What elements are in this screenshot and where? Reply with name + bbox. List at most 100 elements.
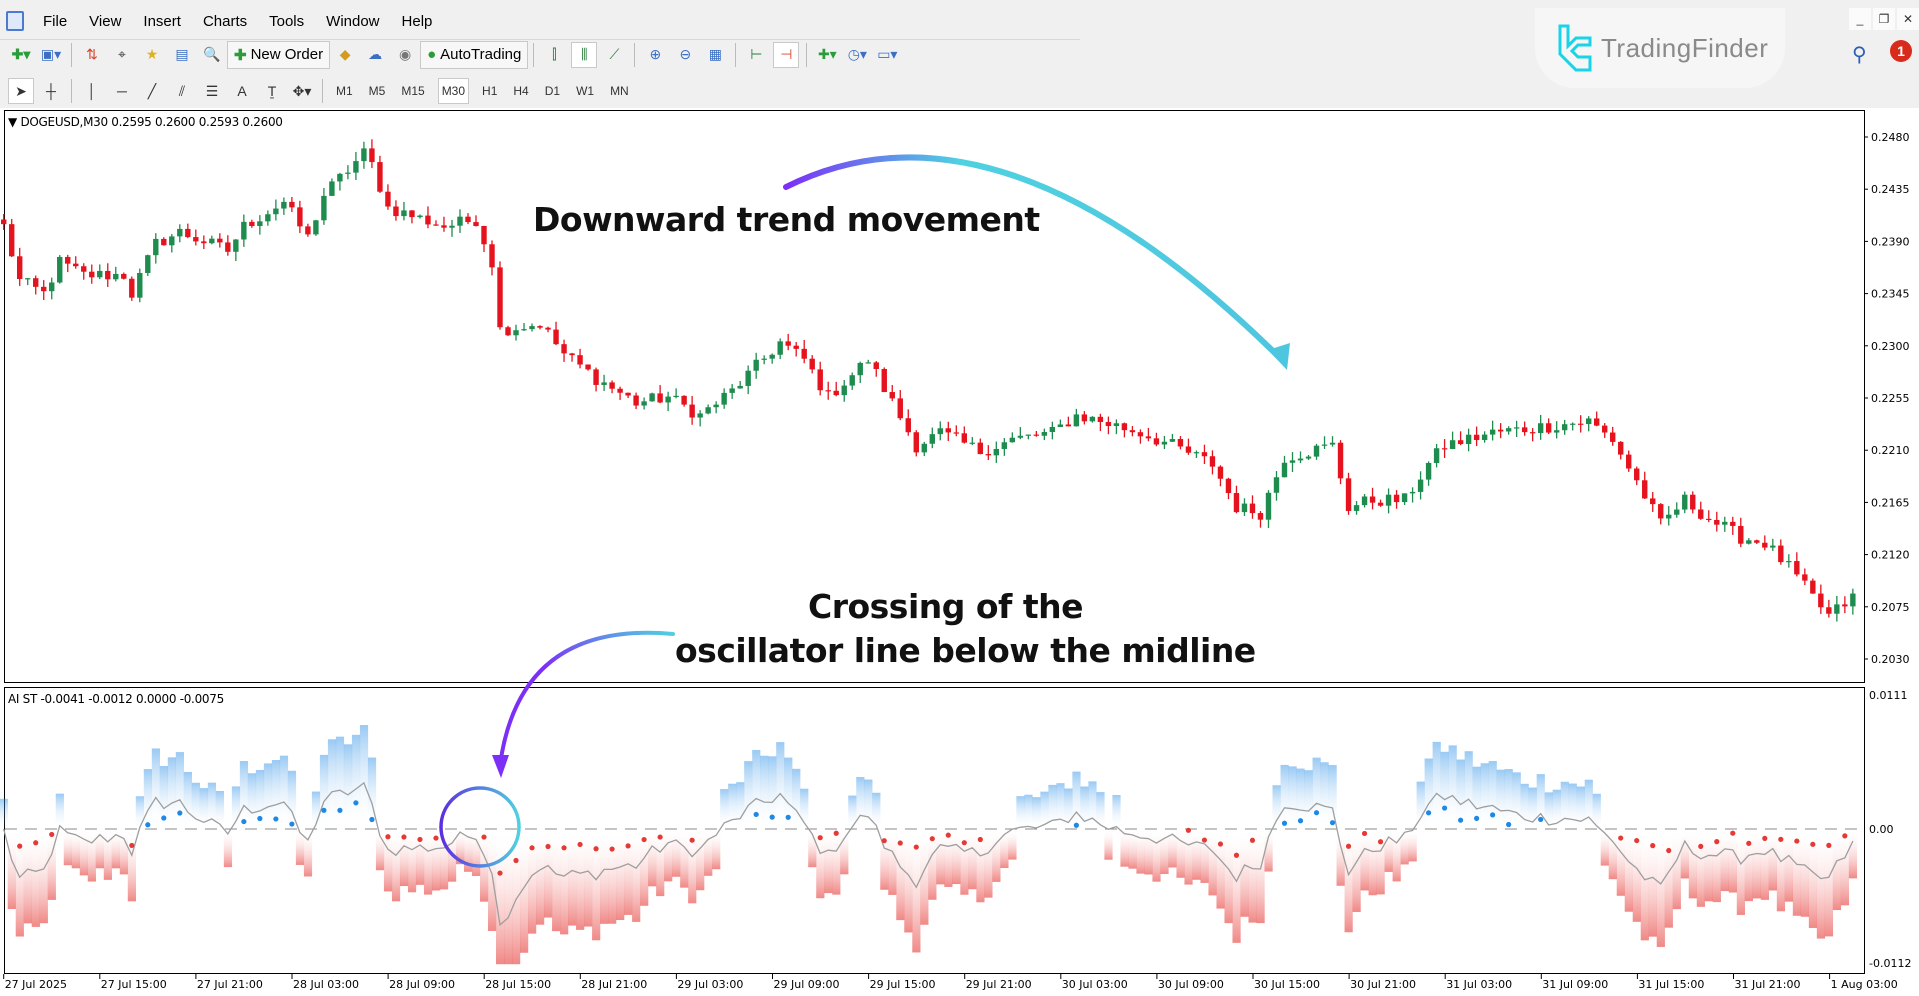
fibonacci-icon[interactable]: ☰ [205,82,219,99]
cloud-positive-bar [1544,792,1553,829]
candle-body [1521,427,1528,433]
market-watch-icon[interactable]: ⇅ [86,46,98,62]
candle-body [1161,441,1168,445]
oscillator-dot [913,844,919,850]
timeframe-m5[interactable]: M5 [368,84,386,98]
cloud-positive-bar [1024,794,1033,829]
candlestick-chart-icon[interactable]: ⫼ [571,41,598,68]
search-icon[interactable]: ⚲ [1852,44,1867,66]
candle-body [577,355,583,365]
cursor-icon[interactable]: ➤ [8,78,34,104]
profiles-icon[interactable]: ▣▾ [40,46,62,62]
candle-body [1698,509,1704,519]
equidistant-channel-icon[interactable]: ⫽ [178,82,186,99]
candle-body [553,329,559,345]
menu-view[interactable]: View [89,12,122,30]
bar-chart-icon[interactable]: ⫿ [552,46,557,62]
cloud-negative-bar [520,829,529,953]
candle-body [1417,479,1424,492]
timeframe-m1[interactable]: M1 [336,84,353,98]
oscillator-dot [833,830,839,836]
navigator-icon[interactable]: ★ [145,46,159,62]
strategy-tester-icon[interactable]: 🔍 [203,46,221,62]
candle-body [1409,491,1416,494]
candle-body [1674,509,1680,515]
candle-body [1585,418,1592,425]
cloud-negative-bar [904,829,913,933]
oscillator-dot [1506,821,1512,828]
candle-body [801,348,807,359]
oscillator-dot [321,807,327,813]
cloud-negative-bar [552,829,561,932]
menu-file[interactable]: File [43,12,68,30]
cloud-negative-bar [1704,829,1713,902]
menu-charts[interactable]: Charts [202,12,248,30]
oscillator-dot [257,815,263,822]
zoom-in-icon[interactable]: ⊕ [649,46,662,62]
candle-body [609,382,615,389]
cloud-positive-bar [848,795,857,829]
trendline-icon[interactable]: ╱ [147,82,157,99]
menu-insert[interactable]: Insert [143,12,181,30]
candle-body [993,448,1000,456]
indicators-icon[interactable]: ✚▾ [817,46,837,62]
close-button[interactable]: ✕ [1897,8,1919,30]
timeframe-w1[interactable]: W1 [576,84,595,98]
candle-body [489,244,495,268]
cloud-negative-bar [576,829,585,930]
candle-body [545,327,551,330]
autoscroll-icon[interactable]: ⊣ [773,41,800,68]
minimize-button[interactable]: _ [1849,8,1871,30]
new-chart-icon[interactable]: ✚▾ [11,46,31,62]
text-label-icon[interactable]: Ṯ [267,83,277,99]
text-tool-icon[interactable]: A [237,83,247,99]
chart-shift-icon[interactable]: ⊢ [750,46,763,62]
zoom-out-icon[interactable]: ⊖ [679,46,692,62]
line-chart-icon[interactable]: ⟋ [609,46,620,62]
metaeditor-icon[interactable]: ◆ [339,46,351,62]
data-window-icon[interactable]: ⌖ [118,46,126,62]
cloud-negative-bar [1264,829,1273,872]
candle-body [297,207,303,227]
cloud-negative-bar [1368,829,1377,896]
time-label: 28 Jul 21:00 [581,978,647,991]
cloud-negative-bar [1344,829,1353,933]
vps-icon[interactable]: ☁ [368,46,383,62]
arrows-icon[interactable]: ✥▾ [292,82,312,99]
cloud-negative-bar [39,829,48,924]
timeframe-m15[interactable]: M15 [401,84,425,98]
timeframe-h4[interactable]: H4 [513,84,529,98]
cloud-negative-bar [912,829,921,953]
cloud-negative-bar [928,829,937,900]
time-label: 31 Jul 15:00 [1638,978,1704,991]
candle-body [945,428,951,433]
notification-badge[interactable]: 1 [1890,40,1912,62]
menu-tools[interactable]: Tools [269,12,305,30]
timeframe-h1[interactable]: H1 [482,84,498,98]
timeframe-m30[interactable]: M30 [437,78,470,104]
oscillator-dot [1233,852,1240,858]
timeframe-mn[interactable]: MN [610,84,629,98]
vertical-line-icon[interactable]: │ [87,83,97,99]
candle-body [129,278,135,298]
templates-icon[interactable]: ▭▾ [877,46,898,62]
cloud-negative-bar [407,829,417,893]
oscillator-dot [1249,837,1256,843]
cloud-negative-bar [47,829,56,900]
timeframe-d1[interactable]: D1 [544,84,561,98]
autotrading-button[interactable]: ● AutoTrading [420,40,529,69]
oscillator-dot [769,814,775,820]
main-chart-panel[interactable]: ▼ DOGEUSD,M30 0.2595 0.2600 0.2593 0.260… [4,110,1865,683]
periods-icon[interactable]: ◷▾ [847,46,867,62]
restore-button[interactable]: ❐ [1873,8,1895,30]
new-order-button[interactable]: ✚ New Order [227,40,331,69]
menu-window[interactable]: Window [326,12,380,30]
terminal-icon[interactable]: ▤ [175,46,189,62]
indicator-axis-label: -0.0112 [1869,957,1911,970]
horizontal-line-icon[interactable]: ─ [117,83,127,99]
signals-icon[interactable]: ◉ [399,46,412,62]
menu-help[interactable]: Help [401,12,433,30]
crosshair-icon[interactable]: ┼ [46,83,56,99]
candle-body [185,228,191,238]
tile-windows-icon[interactable]: ▦ [708,46,722,62]
